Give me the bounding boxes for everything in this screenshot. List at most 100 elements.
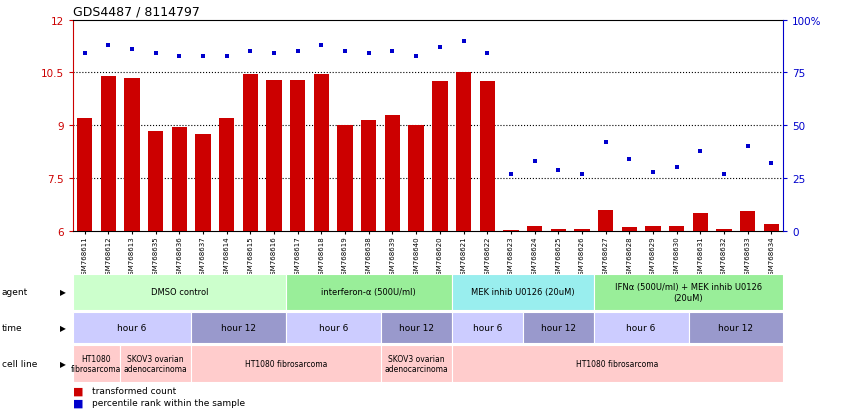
Text: SKOV3 ovarian
adenocarcinoma: SKOV3 ovarian adenocarcinoma bbox=[384, 354, 448, 373]
Point bbox=[575, 171, 589, 178]
Bar bbox=[337, 126, 353, 231]
Text: IFNα (500U/ml) + MEK inhib U0126
(20uM): IFNα (500U/ml) + MEK inhib U0126 (20uM) bbox=[615, 282, 762, 302]
Text: ▶: ▶ bbox=[60, 323, 65, 332]
Bar bbox=[452, 345, 783, 382]
Bar bbox=[124, 78, 140, 231]
Point bbox=[764, 161, 778, 167]
Text: hour 12: hour 12 bbox=[399, 323, 434, 332]
Point bbox=[101, 43, 115, 49]
Point bbox=[669, 165, 683, 171]
Point bbox=[433, 45, 447, 51]
Text: HT1080
fibrosarcoma: HT1080 fibrosarcoma bbox=[71, 354, 122, 373]
Bar bbox=[452, 312, 523, 343]
Bar bbox=[688, 312, 783, 343]
Text: ▶: ▶ bbox=[60, 359, 65, 368]
Bar bbox=[503, 230, 519, 231]
Text: ■: ■ bbox=[73, 385, 83, 395]
Text: ▶: ▶ bbox=[60, 288, 65, 297]
Bar bbox=[693, 214, 708, 231]
Bar bbox=[243, 75, 258, 231]
Bar bbox=[621, 228, 637, 231]
Text: cell line: cell line bbox=[2, 359, 37, 368]
Bar bbox=[314, 75, 329, 231]
Point bbox=[314, 43, 328, 49]
Point bbox=[78, 51, 92, 58]
Point bbox=[243, 49, 257, 55]
Bar bbox=[764, 224, 779, 231]
Bar bbox=[456, 74, 471, 231]
Point bbox=[598, 140, 612, 146]
Text: percentile rank within the sample: percentile rank within the sample bbox=[92, 398, 245, 407]
Point bbox=[740, 144, 754, 150]
Point bbox=[646, 169, 660, 176]
Bar bbox=[286, 275, 452, 310]
Text: MEK inhib U0126 (20uM): MEK inhib U0126 (20uM) bbox=[471, 288, 574, 297]
Point bbox=[220, 53, 234, 60]
Bar bbox=[574, 230, 590, 231]
Bar bbox=[219, 119, 235, 231]
Text: HT1080 fibrosarcoma: HT1080 fibrosarcoma bbox=[576, 359, 658, 368]
Point bbox=[172, 53, 186, 60]
Bar bbox=[172, 128, 187, 231]
Point bbox=[622, 157, 636, 163]
Bar bbox=[645, 226, 661, 231]
Bar bbox=[266, 80, 282, 231]
Bar bbox=[73, 345, 120, 382]
Bar bbox=[381, 312, 452, 343]
Bar bbox=[594, 275, 783, 310]
Bar bbox=[73, 275, 286, 310]
Text: hour 6: hour 6 bbox=[627, 323, 656, 332]
Bar bbox=[716, 230, 732, 231]
Text: hour 12: hour 12 bbox=[541, 323, 576, 332]
Text: time: time bbox=[2, 323, 22, 332]
Bar bbox=[191, 312, 286, 343]
Bar bbox=[740, 212, 755, 231]
Bar bbox=[290, 80, 306, 231]
Text: hour 6: hour 6 bbox=[318, 323, 348, 332]
Bar bbox=[191, 345, 381, 382]
Point bbox=[362, 51, 376, 58]
Point bbox=[409, 53, 423, 60]
Bar bbox=[452, 275, 594, 310]
Bar bbox=[594, 312, 688, 343]
Point bbox=[125, 47, 139, 53]
Bar bbox=[432, 82, 448, 231]
Text: SKOV3 ovarian
adenocarcinoma: SKOV3 ovarian adenocarcinoma bbox=[124, 354, 187, 373]
Bar bbox=[598, 210, 613, 231]
Bar bbox=[408, 126, 424, 231]
Bar bbox=[479, 82, 495, 231]
Text: ■: ■ bbox=[73, 398, 83, 408]
Text: agent: agent bbox=[2, 288, 28, 297]
Point bbox=[456, 38, 470, 45]
Bar bbox=[381, 345, 452, 382]
Text: transformed count: transformed count bbox=[92, 386, 175, 395]
Point bbox=[338, 49, 352, 55]
Text: hour 6: hour 6 bbox=[117, 323, 146, 332]
Bar bbox=[77, 119, 92, 231]
Text: GDS4487 / 8114797: GDS4487 / 8114797 bbox=[73, 5, 199, 18]
Bar bbox=[120, 345, 191, 382]
Bar bbox=[101, 77, 116, 231]
Point bbox=[504, 171, 518, 178]
Text: hour 6: hour 6 bbox=[473, 323, 502, 332]
Bar bbox=[73, 312, 191, 343]
Bar bbox=[361, 121, 377, 231]
Bar bbox=[148, 131, 163, 231]
Bar bbox=[550, 230, 566, 231]
Text: hour 12: hour 12 bbox=[221, 323, 256, 332]
Bar bbox=[523, 312, 594, 343]
Point bbox=[551, 167, 565, 173]
Bar bbox=[385, 115, 400, 231]
Point bbox=[693, 148, 707, 154]
Point bbox=[267, 51, 281, 58]
Point bbox=[149, 51, 163, 58]
Text: hour 12: hour 12 bbox=[718, 323, 753, 332]
Text: HT1080 fibrosarcoma: HT1080 fibrosarcoma bbox=[245, 359, 327, 368]
Point bbox=[385, 49, 399, 55]
Bar bbox=[195, 135, 211, 231]
Bar bbox=[669, 226, 684, 231]
Point bbox=[527, 159, 541, 165]
Text: DMSO control: DMSO control bbox=[151, 288, 208, 297]
Bar bbox=[527, 226, 542, 231]
Text: interferon-α (500U/ml): interferon-α (500U/ml) bbox=[321, 288, 416, 297]
